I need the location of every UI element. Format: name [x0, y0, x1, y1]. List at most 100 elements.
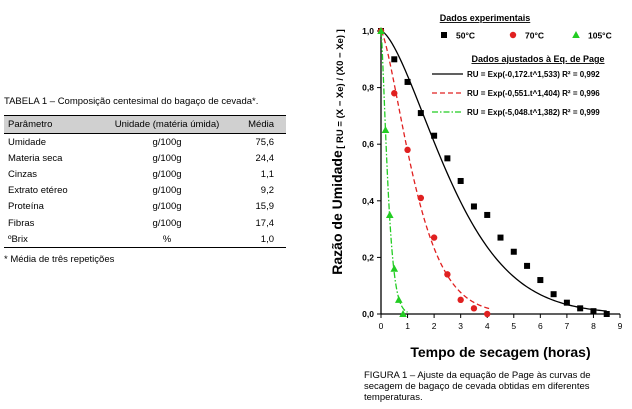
table-row: Extrato etéreo g/100g 9,2: [4, 183, 286, 199]
data-point: [417, 110, 424, 117]
data-point: [457, 177, 464, 184]
data-point: [563, 299, 570, 306]
legend-fit-equation: RU = Exp(-0,551.t^1,404) R² = 0,996: [467, 89, 600, 98]
x-tick-label: 9: [618, 321, 623, 331]
cell-parametro: Fibras: [8, 217, 35, 229]
data-point: [444, 155, 451, 162]
data-point: [385, 210, 394, 218]
data-point: [577, 305, 584, 312]
table-row: Cinzas g/100g 1,1: [4, 166, 286, 182]
data-point: [537, 277, 544, 284]
legend-marker: [509, 31, 517, 39]
y-tick-label: 0,2: [362, 252, 374, 262]
cell-unidade: g/100g: [152, 217, 182, 229]
legend-marker: [572, 31, 580, 38]
data-point: [603, 311, 610, 317]
data-point: [510, 248, 517, 255]
table-row: Materia seca g/100g 24,4: [4, 150, 286, 166]
x-tick-label: 5: [511, 321, 516, 331]
data-point: [497, 234, 504, 241]
data-point: [377, 27, 385, 34]
table-row: Proteína g/100g 15,9: [4, 199, 286, 215]
data-point: [391, 56, 398, 63]
table-footnote: * Média de três repetições: [4, 254, 115, 266]
data-point: [431, 132, 438, 139]
x-tick-label: 8: [591, 321, 596, 331]
table-row: ºBrix% 1,0: [4, 231, 286, 249]
cell-media: 17,4: [255, 217, 275, 229]
data-point: [550, 291, 557, 298]
y-axis-title: Razão de Umidade: [329, 150, 345, 275]
data-point: [390, 264, 399, 272]
legend-label: 50°C: [456, 31, 475, 41]
data-point: [444, 271, 451, 278]
header-unidade: Unidade (matéria úmida): [104, 115, 230, 134]
legend-label: 70°C: [525, 31, 544, 41]
data-point: [381, 126, 390, 134]
cell-unidade: g/100g: [152, 136, 182, 148]
data-point: [394, 295, 403, 303]
drying-curves-chart: 0 1 2 3 4 5 6 7 8 9 0,0 0,2 0,4 0,6 0,8 1,0 Tempo de sec…: [329, 13, 623, 360]
cell-media: 1,1: [260, 168, 274, 180]
figure-caption: FIGURA 1 – Ajuste da equação de Page às …: [364, 370, 591, 403]
cell-unidade: g/100g: [152, 152, 182, 164]
legend-fit-equation: RU = Exp(-5,048.t^1,382) R² = 0,999: [467, 108, 600, 117]
data-point: [524, 262, 531, 269]
y-tick-label: 0,6: [362, 139, 374, 149]
data-point: [399, 310, 407, 317]
data-point: [470, 305, 478, 312]
cell-parametro: ºBrix: [4, 231, 104, 249]
data-point: [430, 234, 438, 241]
data-point: [484, 211, 491, 218]
cell-media: 9,2: [260, 185, 274, 197]
cell-unidade: %: [104, 231, 230, 249]
cell-parametro: Umidade: [8, 136, 47, 148]
y-tick-label: 0,0: [362, 309, 374, 319]
cell-media: 75,6: [255, 136, 275, 148]
y-tick-label: 0,4: [362, 196, 374, 206]
x-tick-label: 1: [405, 321, 410, 331]
x-tick-label: 7: [565, 321, 570, 331]
composition-table-block: TABELA 1 – Composição centesimal do baga…: [4, 96, 286, 265]
x-axis-title: Tempo de secagem (horas): [410, 344, 590, 360]
y-tick-label: 0,8: [362, 83, 374, 93]
data-point: [484, 310, 491, 318]
data-point: [470, 203, 477, 210]
legend-title-fit: Dados ajustados à Eq. de Page: [471, 54, 604, 64]
legend-title-experimental: Dados experimentais: [440, 13, 531, 23]
y-axis-formula: [ RU = (X − Xe) / (X0 − Xe) ]: [335, 29, 346, 149]
composition-table: Parâmetro Unidade (matéria úmida) Média …: [4, 115, 286, 249]
legend-marker: [441, 32, 447, 38]
cell-unidade: g/100g: [152, 168, 182, 180]
table-row: Fibras g/100g 17,4: [4, 215, 286, 231]
data-point: [457, 296, 464, 304]
cell-media: 24,4: [255, 152, 275, 164]
cell-media: 15,9: [255, 201, 275, 213]
fit-curve-70C: [380, 30, 491, 310]
table-caption: TABELA 1 – Composição centesimal do baga…: [4, 96, 259, 107]
x-tick-label: 4: [485, 321, 490, 331]
data-point: [391, 90, 398, 97]
data-point: [404, 146, 411, 154]
cell-parametro: Proteína: [8, 201, 44, 213]
x-tick-label: 0: [379, 321, 384, 331]
header-parametro: Parâmetro: [4, 115, 104, 134]
cell-media: 1,0: [230, 231, 286, 249]
legend-label: 105°C: [588, 31, 612, 41]
cell-parametro: Materia seca: [8, 152, 63, 164]
legend-fit-equation: RU = Exp(-0,172.t^1,533) R² = 0,992: [467, 70, 600, 79]
table-header-row: Parâmetro Unidade (matéria úmida) Média: [4, 115, 286, 134]
cell-parametro: Cinzas: [8, 168, 38, 180]
data-point: [590, 308, 597, 315]
y-tick-label: 1,0: [362, 26, 374, 36]
x-tick-label: 6: [538, 321, 543, 331]
header-media: Média: [230, 115, 286, 134]
data-point: [417, 194, 425, 202]
data-point: [404, 78, 411, 85]
cell-unidade: g/100g: [152, 185, 182, 197]
table-row: Umidade g/100g 75,6: [4, 134, 286, 151]
x-tick-label: 2: [432, 321, 437, 331]
x-tick-label: 3: [458, 321, 463, 331]
cell-unidade: g/100g: [152, 201, 182, 213]
cell-parametro: Extrato etéreo: [8, 185, 68, 197]
